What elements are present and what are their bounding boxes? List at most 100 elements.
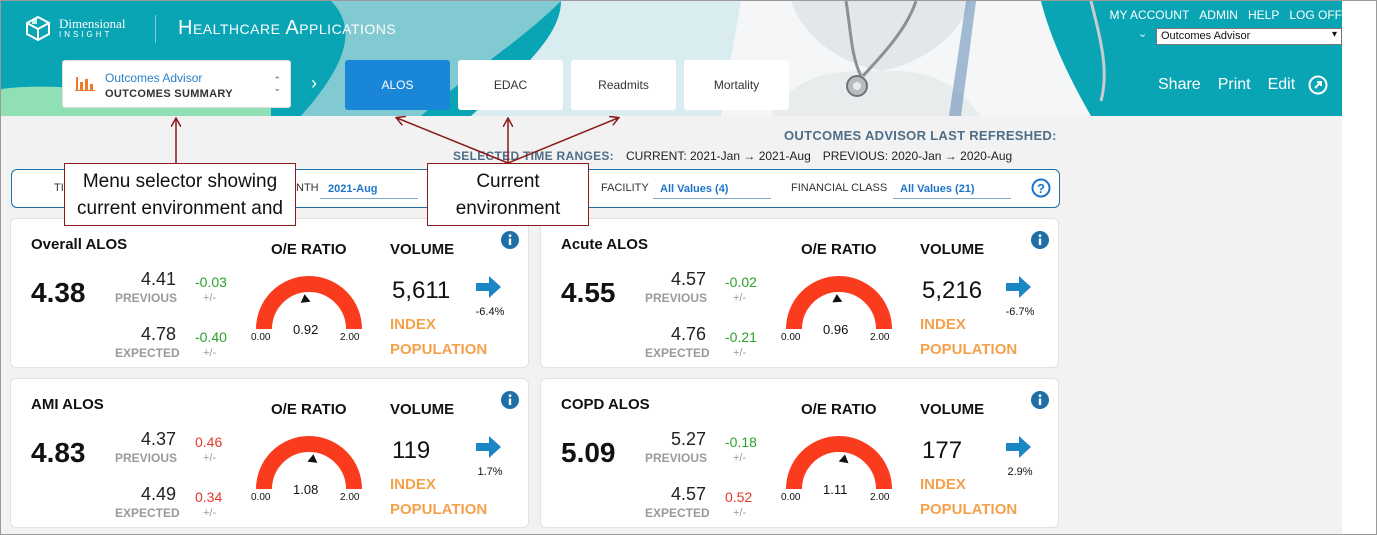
plusminus-label: +/- [203,347,217,359]
volume-value: 5,216 [922,277,983,304]
oe-ratio-value: 0.92 [293,322,319,337]
arrow-right-icon [1006,276,1031,298]
oe-gauge [786,276,892,330]
info-icon[interactable] [500,230,520,250]
gauge-needle-icon [832,294,843,303]
volume-value: 5,611 [392,277,451,304]
expected-delta: -0.21 [725,329,757,345]
menu-selector-annotation: Menu selector showing current environmen… [64,163,296,226]
info-icon[interactable] [1030,230,1050,250]
volume-heading: VOLUME [390,241,455,258]
print-button[interactable]: Print [1217,76,1251,93]
gauge-max: 2.00 [870,492,890,503]
tab-alos[interactable]: ALOS [345,60,450,110]
edit-button[interactable]: Edit [1267,76,1296,93]
oe-ratio-heading: O/E RATIO [271,401,347,418]
index-label: INDEX [920,316,966,333]
log-off-link[interactable]: LOG OFF [1289,8,1342,22]
select-arrow-icon: ▾ [1331,29,1337,40]
dimensional-insight-logo[interactable]: Dimensional INSIGHT [25,15,125,41]
volume-change: 1.7% [477,466,503,478]
info-icon[interactable] [1030,390,1050,410]
chevron-right-icon: › [311,73,317,93]
index-label: INDEX [390,476,436,493]
tab-readmits[interactable]: Readmits [571,60,676,110]
oe-ratio-value: 0.96 [823,322,849,337]
previous-label: PREVIOUS [115,451,178,465]
chevron-down-icon[interactable]: ⌄ [1138,28,1148,40]
gauge-min: 0.00 [781,332,801,343]
expected-value: 4.76 [671,324,707,344]
tab-edac[interactable]: EDAC [458,60,563,110]
app-page: Dimensional INSIGHT Healthcare Applicati… [1,1,1342,534]
card-title: AMI ALOS [31,396,104,413]
oe-ratio-value: 1.08 [293,482,319,497]
card-value: 4.83 [31,437,86,468]
previous-delta: -0.03 [195,274,227,290]
oe-gauge [256,436,362,490]
share-button[interactable]: Share [1158,76,1201,93]
expected-value: 4.57 [671,484,707,504]
gauge-arc [786,276,892,330]
plusminus-label: +/- [733,452,747,464]
page-scrollbar[interactable] [1342,1,1376,534]
gauge-min: 0.00 [251,332,271,343]
index-label: INDEX [920,476,966,493]
admin-link[interactable]: ADMIN [1199,8,1238,22]
gauge-arc [256,436,362,490]
population-label: POPULATION [390,501,488,518]
up-down-chevron-icon: ⌃ ⌄ [273,75,281,93]
previous-delta: -0.02 [725,274,757,290]
time-filter-label: TI [54,182,64,194]
tab-mortality[interactable]: Mortality [684,60,789,110]
svg-text:?: ? [1037,181,1045,196]
expected-label: EXPECTED [645,346,710,360]
volume-value: 177 [922,437,963,464]
card-value: 4.55 [561,277,616,308]
previous-value: 4.37 [141,429,177,449]
plusminus-label: +/- [733,507,747,519]
oe-gauge [786,436,892,490]
plusminus-label: +/- [203,507,217,519]
menu-selector[interactable]: Outcomes Advisor OUTCOMES SUMMARY ⌃ ⌄ [62,60,291,108]
gauge-max: 2.00 [340,492,360,503]
info-icon[interactable] [500,390,520,410]
menu-selector-app: Outcomes Advisor [105,71,203,85]
expected-label: EXPECTED [115,506,180,520]
menu-selector-view: OUTCOMES SUMMARY [105,88,233,100]
oe-gauge [256,276,362,330]
gauge-needle-icon [300,294,311,303]
arrow-right-icon [476,276,501,298]
previous-label: PREVIOUS [115,291,178,305]
month-filter-label: NTH [296,182,319,194]
previous-value: 5.27 [671,429,707,449]
facility-filter-label: FACILITY [601,182,649,194]
help-link[interactable]: HELP [1247,8,1280,22]
expected-delta: 0.52 [725,489,753,505]
bar-chart-icon [75,77,95,91]
current-range: CURRENT: 2021-Jan → 2021-Aug [625,149,811,163]
environment-select[interactable]: Outcomes Advisor ▾ [1156,28,1342,45]
gauge-min: 0.00 [781,492,801,503]
previous-value: 4.41 [141,269,177,289]
help-circle-icon[interactable]: ? [1031,178,1051,198]
logo-line2: INSIGHT [59,30,113,39]
volume-heading: VOLUME [390,401,455,418]
previous-delta: 0.46 [195,434,223,450]
month-filter-value[interactable]: 2021-Aug [320,183,418,199]
annotation-line1: Current [476,171,540,192]
card-value: 4.38 [31,277,86,308]
selected-ranges-label: SELECTED TIME RANGES: [453,149,614,163]
card-title: Overall ALOS [31,236,128,253]
volume-heading: VOLUME [920,241,985,258]
population-label: POPULATION [920,341,1018,358]
facility-filter-value[interactable]: All Values (4) [653,183,771,199]
volume-change: 2.9% [1007,466,1033,478]
card-title: COPD ALOS [561,396,650,413]
financial-class-filter-value[interactable]: All Values (21) [893,183,1011,199]
previous-delta: -0.18 [725,434,757,450]
my-account-link[interactable]: MY ACCOUNT [1109,8,1190,22]
external-link-icon[interactable] [1308,75,1328,95]
logo-line1: Dimensional [59,16,126,31]
kpi-card: Acute ALOS 4.55 4.57 PREVIOUS 4.76 EXPECTED -0… [540,218,1059,368]
